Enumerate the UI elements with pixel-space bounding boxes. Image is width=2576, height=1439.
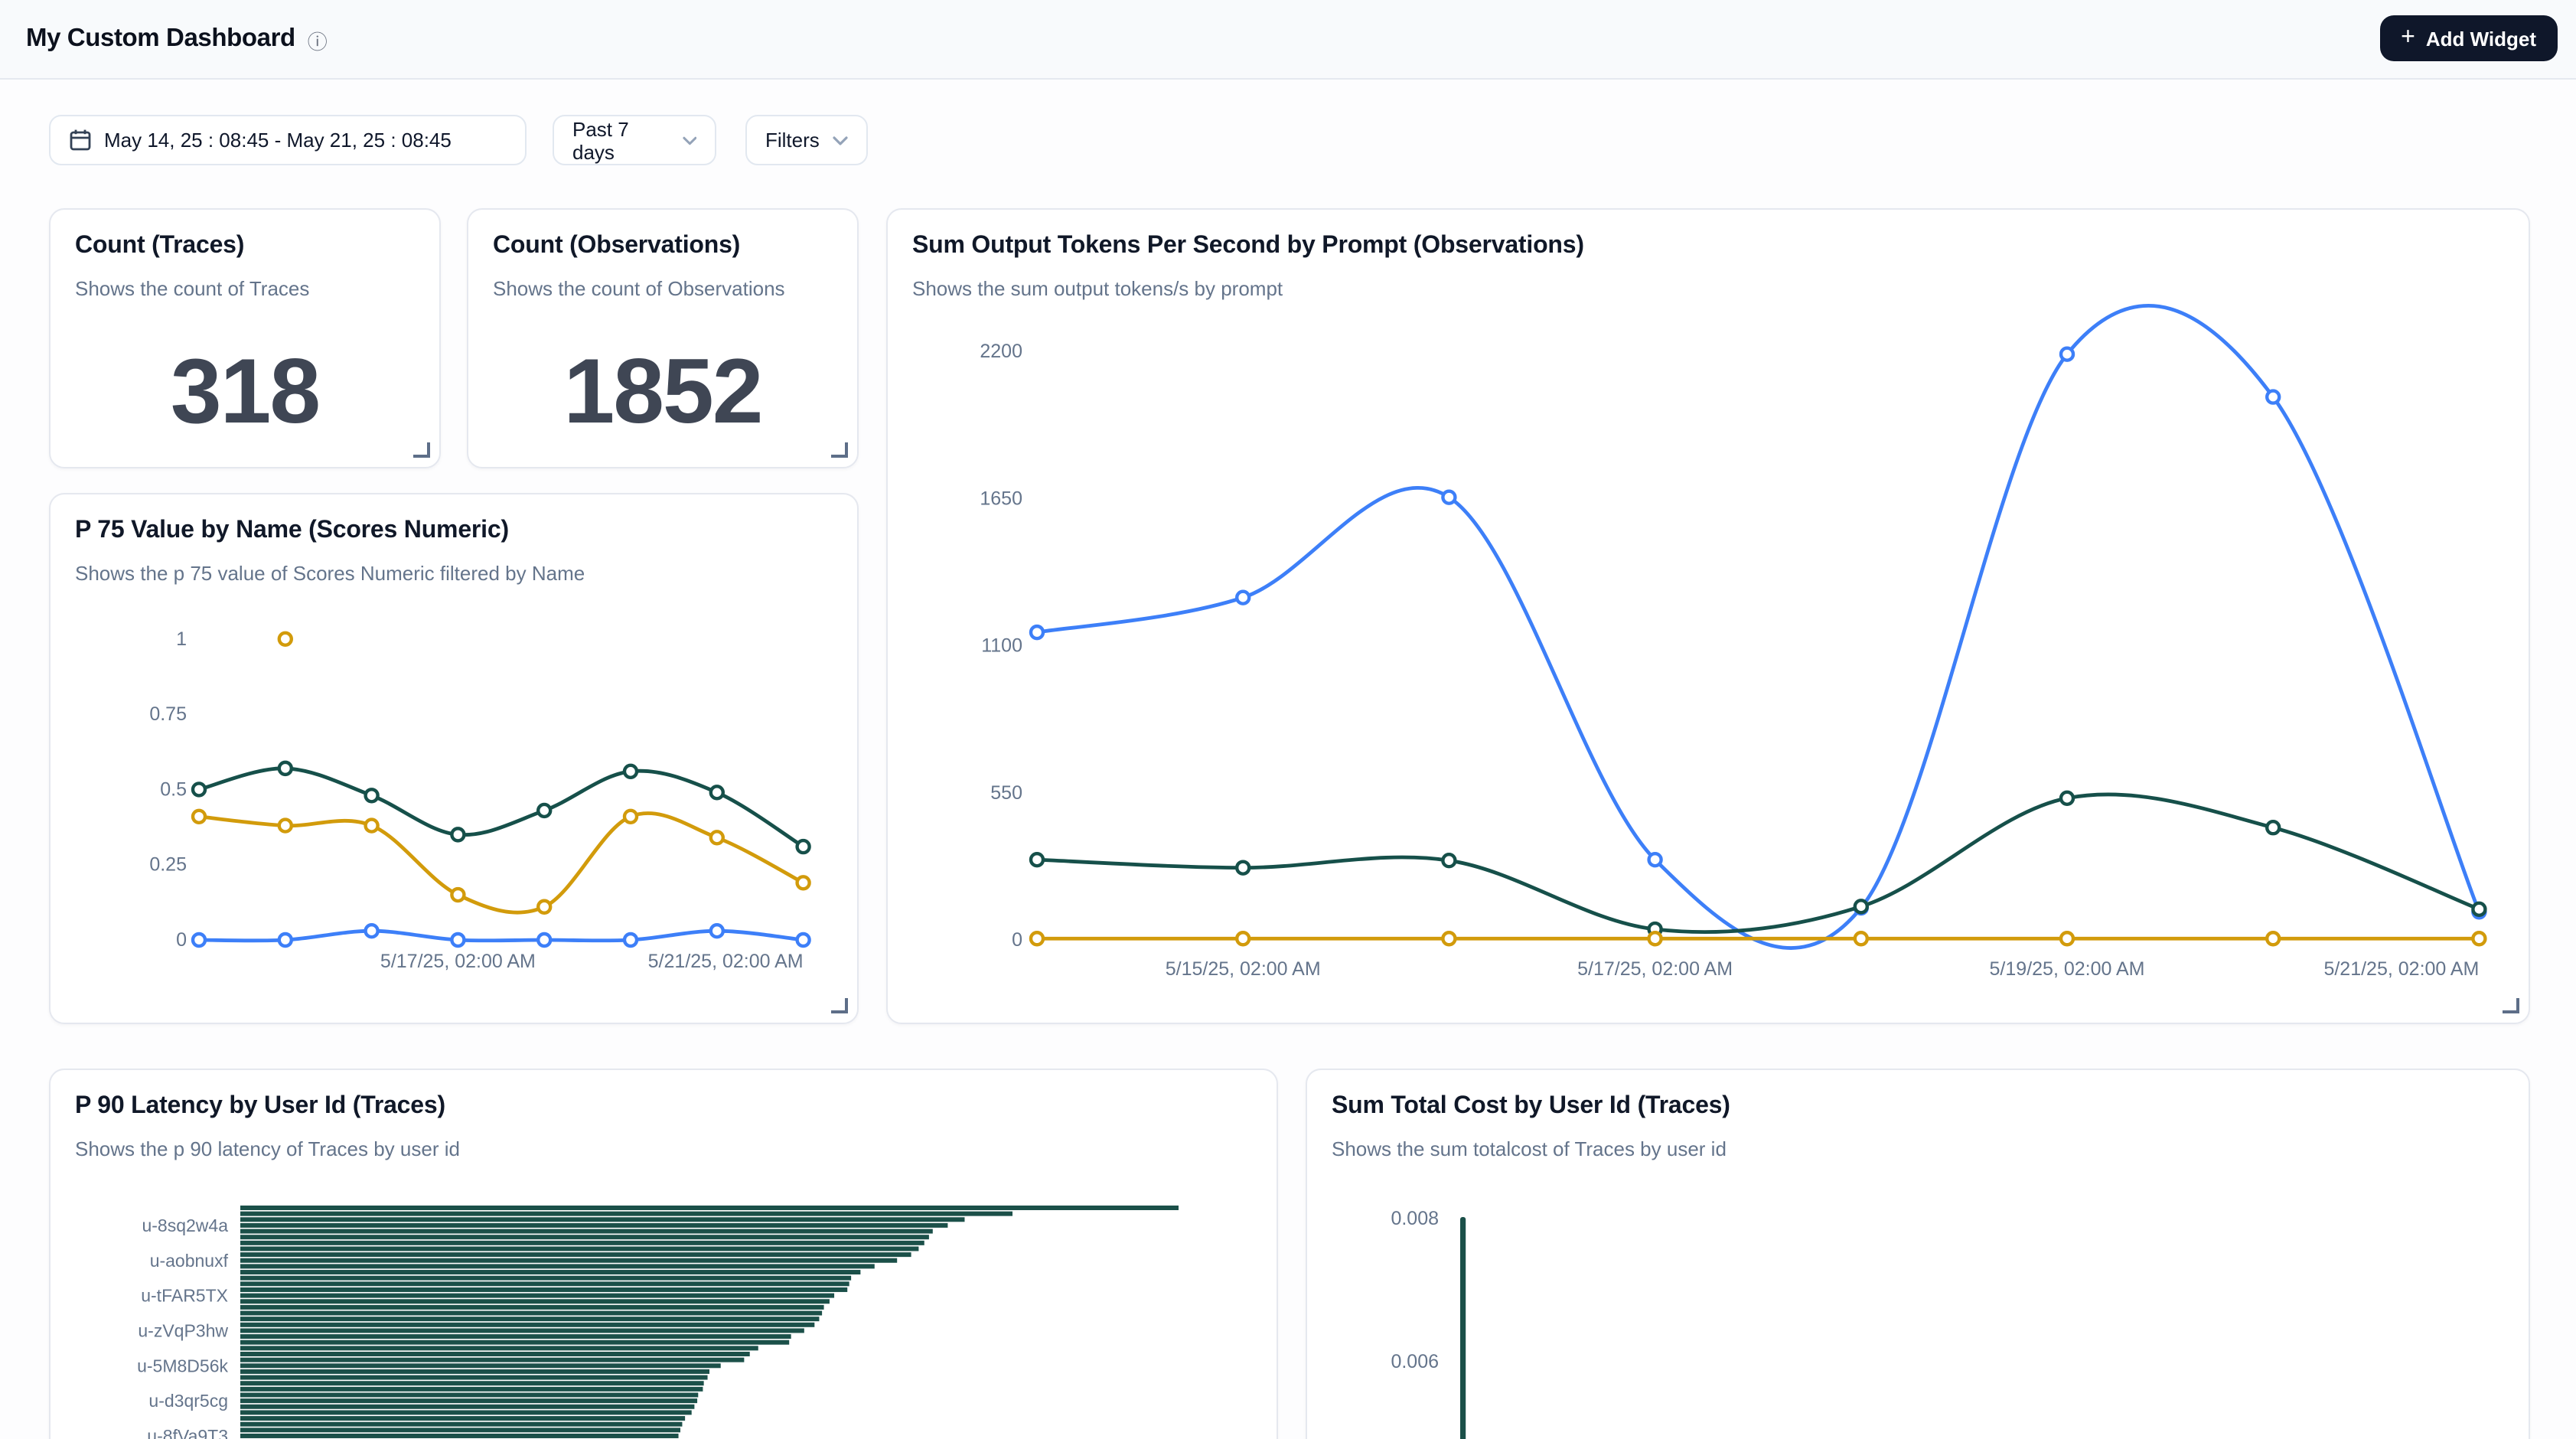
card-sum-output-tokens: Sum Output Tokens Per Second by Prompt (… — [886, 208, 2530, 1024]
svg-text:1100: 1100 — [981, 635, 1022, 657]
add-widget-label: Add Widget — [2426, 27, 2536, 50]
metric-value: 1852 — [564, 338, 762, 443]
card-title: Count (Traces) — [75, 233, 415, 260]
page-title: My Custom Dashboard — [26, 24, 295, 54]
resize-handle-icon[interactable] — [831, 998, 848, 1013]
svg-text:5/19/25, 02:00 AM: 5/19/25, 02:00 AM — [1990, 958, 2145, 980]
card-subtitle: Shows the count of Traces — [75, 277, 415, 300]
card-p90-latency: P 90 Latency by User Id (Traces) Shows t… — [49, 1069, 1278, 1439]
svg-text:0: 0 — [1012, 929, 1022, 951]
tokens-line-chart[interactable]: 2200 1650 1100 550 0 5/15/25, 02:00 AM 5/17/25… — [888, 210, 2532, 1033]
svg-text:5/21/25, 02:00 AM: 5/21/25, 02:00 AM — [2323, 958, 2479, 980]
svg-text:u-8fVa9T3: u-8fVa9T3 — [147, 1426, 228, 1439]
svg-text:5/17/25, 02:00 AM: 5/17/25, 02:00 AM — [1577, 958, 1733, 980]
svg-text:5/21/25, 02:00 AM: 5/21/25, 02:00 AM — [648, 951, 804, 972]
svg-text:550: 550 — [990, 782, 1022, 804]
p90-bar-chart[interactable]: u-8sq2w4a u-aobnuxf u-tFAR5TX u-zVqP3hw u-5M… — [51, 1070, 1280, 1439]
svg-text:u-tFAR5TX: u-tFAR5TX — [141, 1286, 228, 1306]
dashboard-page: My Custom Dashboard ⓘ + Add Widget May 1… — [0, 0, 2576, 1439]
svg-text:5/15/25, 02:00 AM: 5/15/25, 02:00 AM — [1166, 958, 1321, 980]
filters-dropdown[interactable]: Filters — [745, 115, 868, 165]
svg-text:0.006: 0.006 — [1391, 1351, 1439, 1372]
date-range-picker[interactable]: May 14, 25 : 08:45 - May 21, 25 : 08:45 — [49, 115, 527, 165]
plus-icon: + — [2401, 25, 2415, 50]
p75-line-chart[interactable]: 1 0.75 0.5 0.25 0 5/17/25, 02:00 AM 5/21/25, 0… — [51, 494, 860, 1033]
add-widget-button[interactable]: + Add Widget — [2379, 15, 2558, 61]
card-p75-value: P 75 Value by Name (Scores Numeric) Show… — [49, 493, 859, 1024]
svg-text:u-zVqP3hw: u-zVqP3hw — [138, 1320, 228, 1340]
svg-text:0.008: 0.008 — [1391, 1208, 1439, 1229]
info-icon[interactable]: ⓘ — [308, 26, 328, 55]
cost-bar-chart[interactable]: 0.008 0.006 — [1307, 1070, 2532, 1439]
date-preset-label: Past 7 days — [572, 117, 670, 163]
svg-text:u-d3qr5cg: u-d3qr5cg — [148, 1391, 228, 1411]
svg-text:5/17/25, 02:00 AM: 5/17/25, 02:00 AM — [380, 951, 536, 972]
card-count-observations: Count (Observations) Shows the count of … — [467, 208, 859, 468]
chevron-down-icon — [833, 136, 848, 145]
svg-text:2200: 2200 — [980, 341, 1022, 362]
date-preset-dropdown[interactable]: Past 7 days — [553, 115, 716, 165]
svg-text:1650: 1650 — [980, 488, 1022, 509]
metric-value: 318 — [171, 338, 319, 443]
date-range-text: May 14, 25 : 08:45 - May 21, 25 : 08:45 — [104, 129, 452, 152]
card-count-traces: Count (Traces) Shows the count of Traces… — [49, 208, 441, 468]
resize-handle-icon[interactable] — [831, 442, 848, 458]
card-subtitle: Shows the count of Observations — [493, 277, 833, 300]
svg-text:0: 0 — [176, 929, 187, 951]
svg-text:0.25: 0.25 — [149, 854, 187, 876]
card-title: Count (Observations) — [493, 233, 833, 260]
resize-handle-icon[interactable] — [2503, 998, 2519, 1013]
svg-text:u-8sq2w4a: u-8sq2w4a — [142, 1215, 228, 1235]
filters-label: Filters — [765, 129, 820, 152]
chevron-down-icon — [682, 136, 696, 145]
card-sum-total-cost: Sum Total Cost by User Id (Traces) Shows… — [1306, 1069, 2530, 1439]
svg-text:0.75: 0.75 — [149, 703, 187, 725]
svg-text:1: 1 — [176, 628, 187, 650]
svg-text:u-aobnuxf: u-aobnuxf — [150, 1251, 229, 1271]
resize-handle-icon[interactable] — [413, 442, 430, 458]
svg-text:0.5: 0.5 — [160, 778, 187, 800]
page-header: My Custom Dashboard ⓘ + Add Widget — [0, 0, 2576, 80]
svg-text:u-5M8D56k: u-5M8D56k — [137, 1356, 228, 1375]
calendar-icon — [69, 129, 92, 152]
